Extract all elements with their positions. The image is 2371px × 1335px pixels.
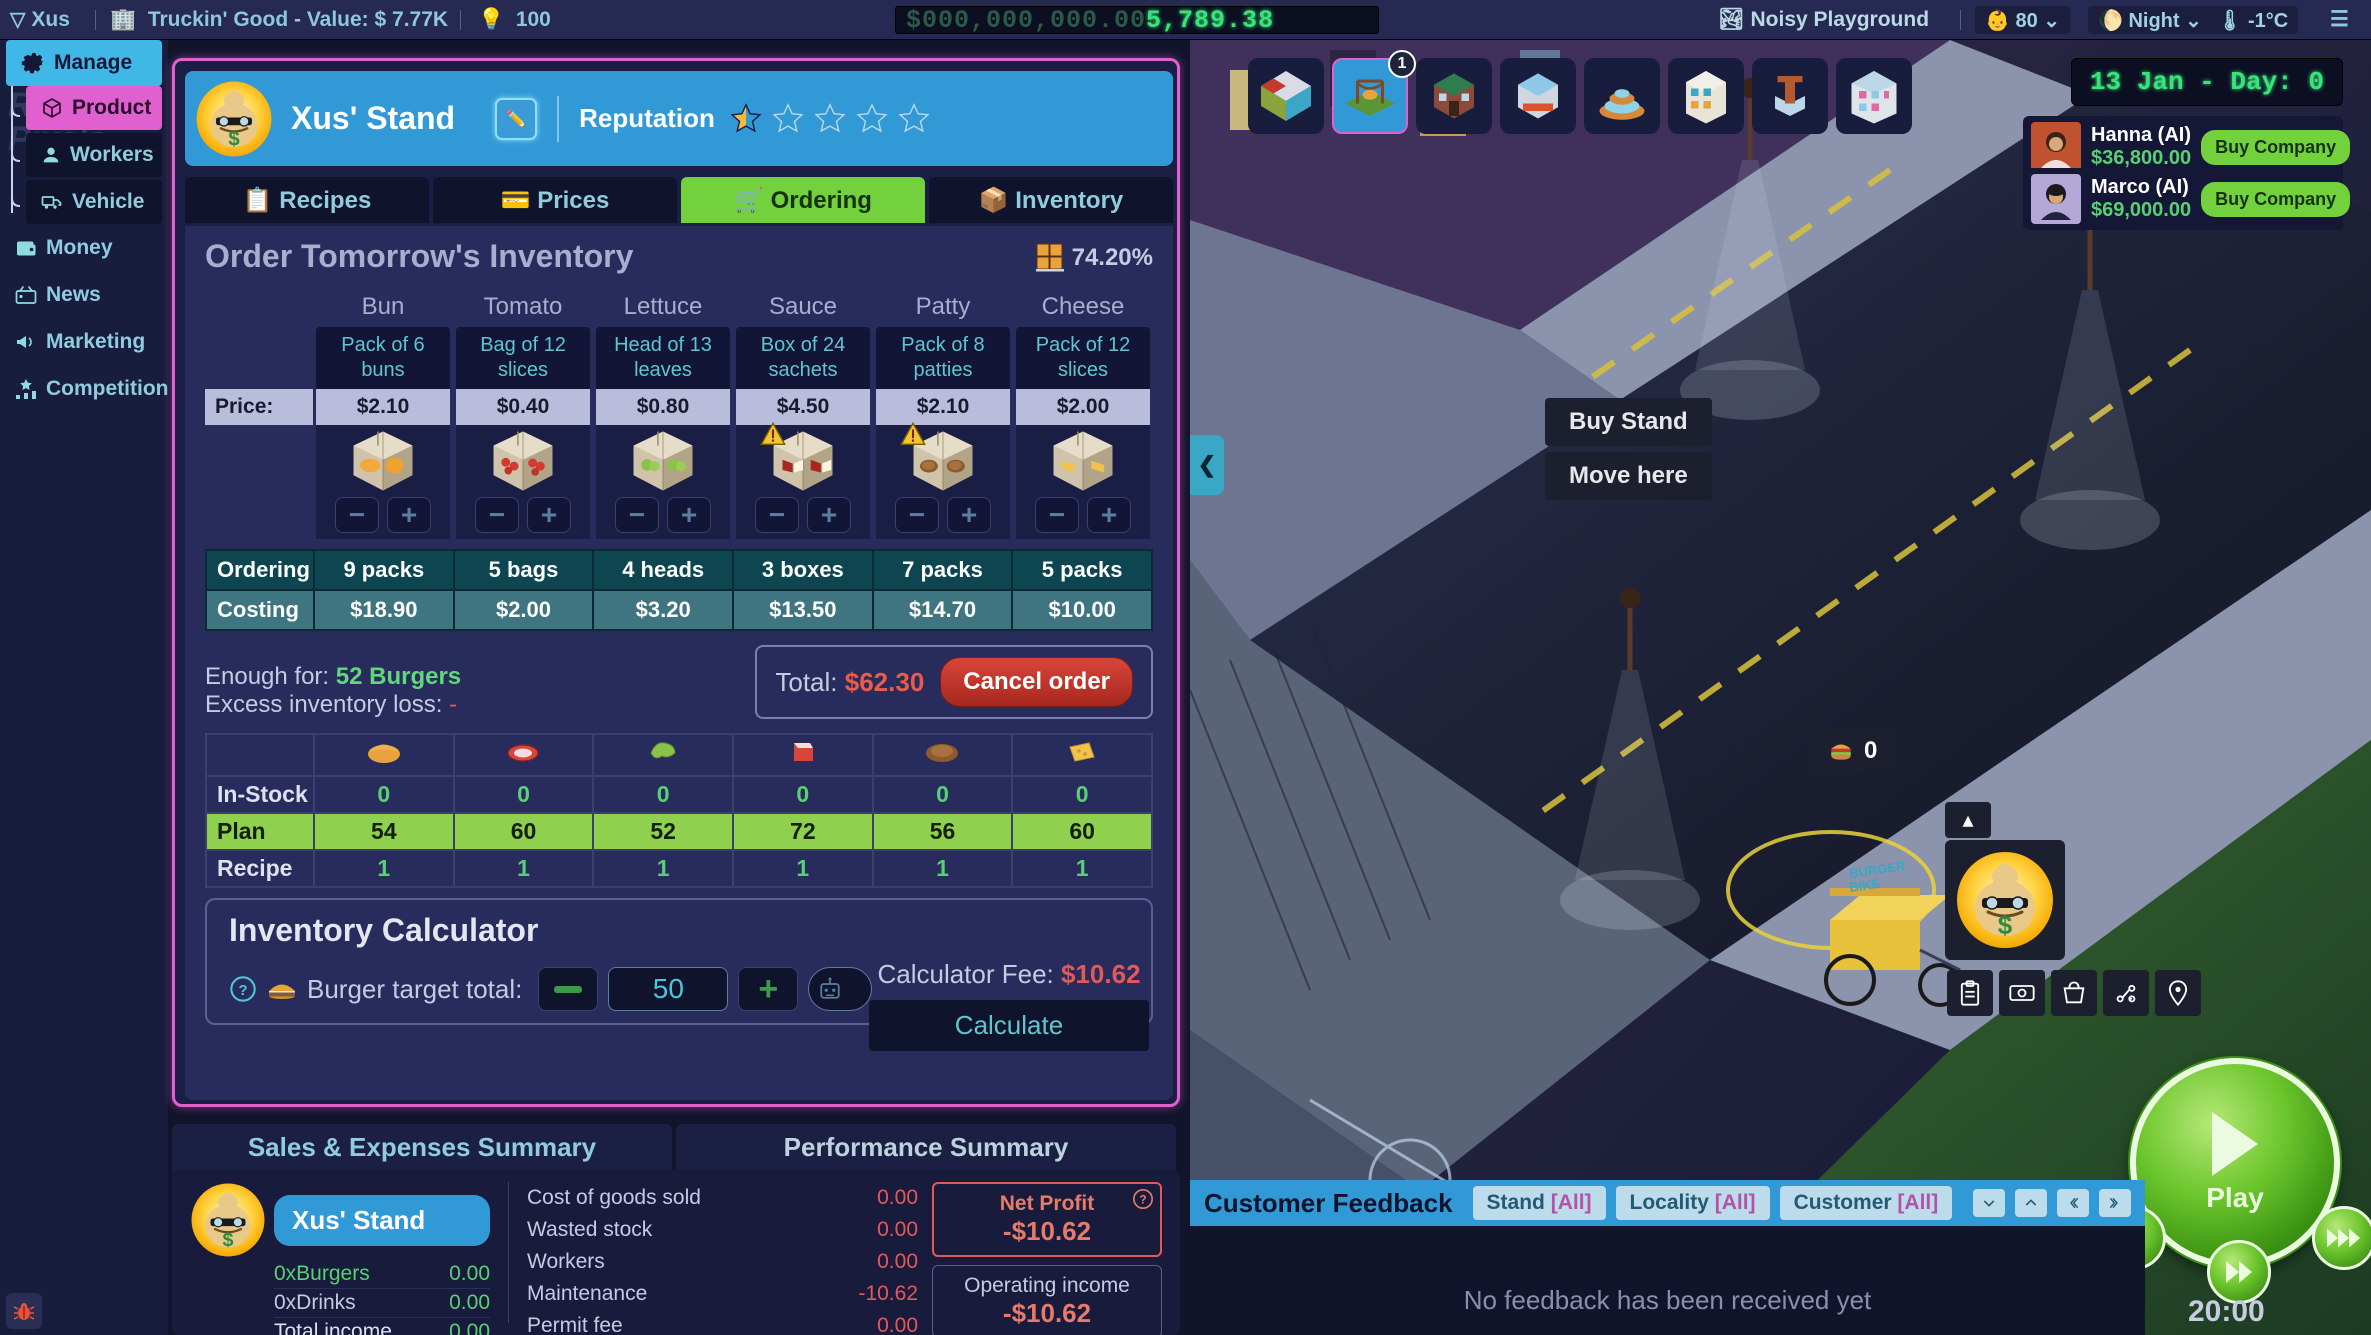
svg-text:$: $ <box>228 128 239 150</box>
svg-text:$: $ <box>1998 910 2013 940</box>
svg-text:?: ? <box>238 982 247 999</box>
svg-text:?: ? <box>1139 1193 1146 1207</box>
svg-text:$: $ <box>223 1229 234 1251</box>
